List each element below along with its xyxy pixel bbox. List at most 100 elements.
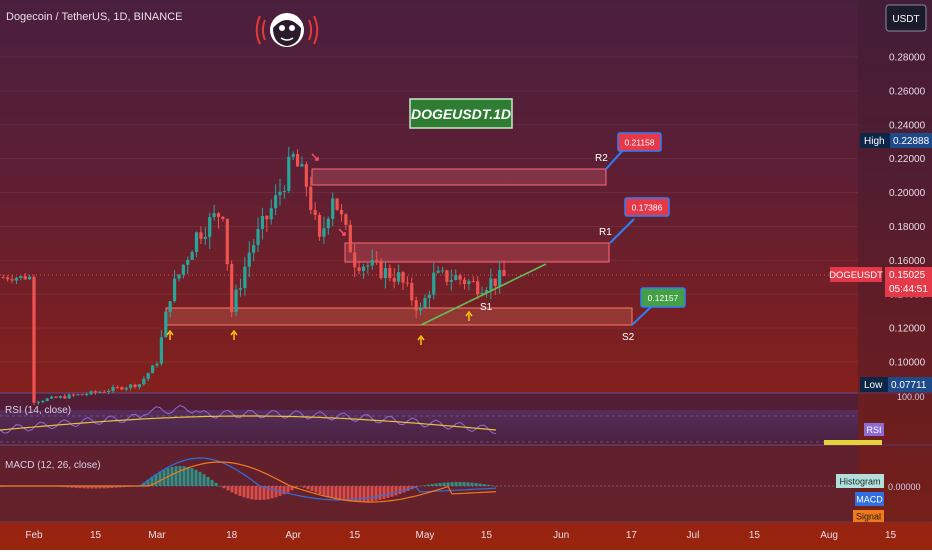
candle-body [410, 283, 414, 301]
candle-body [93, 391, 98, 393]
macd-histogram-bar [238, 486, 242, 496]
candle-body [36, 401, 40, 403]
macd-histogram-bar [342, 486, 346, 501]
r1-label: R1 [599, 227, 612, 238]
candle-body [331, 198, 335, 219]
candle-body [225, 218, 229, 265]
candle-body [427, 294, 431, 299]
r2-value-callout[interactable]: 0.21158 [617, 132, 662, 152]
candle-body [370, 259, 374, 266]
macd-histogram-bar [90, 486, 94, 489]
candle-body [186, 259, 190, 265]
macd-histogram-bar [246, 486, 250, 499]
time-tick-label: 15 [90, 530, 102, 541]
signal-tag: Signal [853, 510, 884, 522]
symbol-tag: DOGEUSDT [829, 270, 883, 281]
macd-histogram-bar [170, 466, 174, 486]
candle-body [423, 298, 427, 308]
r2-resistance-zone [311, 168, 607, 186]
candle-body [313, 209, 317, 215]
candle-body [322, 228, 326, 237]
support-trendline[interactable] [420, 263, 547, 326]
macd-histogram-bar [242, 486, 246, 498]
candle-body [256, 228, 260, 246]
s2-callout-connector [631, 305, 653, 326]
candle-body [6, 277, 10, 280]
candle-body [405, 282, 409, 284]
candle-body [287, 156, 291, 191]
price-tick-label: 0.12000 [889, 324, 926, 335]
candle-body [58, 396, 62, 398]
candle-body [269, 208, 273, 220]
candle-body [190, 252, 194, 260]
candle-body [243, 266, 247, 289]
macd-histogram-bar [326, 486, 330, 497]
candle-body [19, 276, 23, 278]
macd-histogram-bar [378, 486, 382, 500]
s2-value: 0.12157 [648, 293, 679, 303]
candle-body [353, 252, 357, 268]
macd-histogram-bar [70, 486, 74, 488]
candle-body [489, 278, 493, 291]
candle-body [252, 245, 256, 253]
macd-histogram-bar [318, 486, 322, 494]
candle-body [383, 268, 388, 279]
candle-body [89, 391, 93, 395]
candle-body [467, 281, 471, 285]
symbol-title: Dogecoin / TetherUS, 1D, BINANCE [6, 11, 182, 23]
low-marker: Low 0.07711 [860, 377, 932, 392]
candle-body [63, 396, 67, 399]
candle-body [54, 396, 58, 398]
bar-countdown: 05:44:51 [889, 284, 928, 295]
r2-value: 0.21158 [624, 138, 654, 148]
currency-button[interactable]: USDT [885, 4, 927, 32]
macd-histogram-bar [362, 486, 366, 502]
s2-value-callout[interactable]: 0.12157 [640, 287, 686, 308]
candle-body [159, 337, 163, 364]
macd-histogram-bar [474, 483, 478, 486]
macd-histogram-bar [398, 486, 402, 494]
candle-body [339, 209, 344, 215]
macd-histogram-bar [106, 486, 110, 489]
candle-body [357, 267, 361, 271]
time-tick-label: 18 [226, 530, 238, 541]
r1-value-callout[interactable]: 0.17386 [624, 197, 670, 217]
candle-body [221, 216, 225, 219]
candle-body [484, 290, 489, 293]
candle-body [388, 268, 392, 278]
macd-histogram-bar [190, 468, 194, 486]
candle-body [230, 264, 234, 313]
s2-label: S2 [622, 332, 635, 343]
candle-body [260, 215, 265, 229]
svg-text:RSI: RSI [866, 425, 881, 435]
candlestick-series [1, 146, 506, 406]
candle-body [295, 154, 300, 167]
rsi-tag: RSI [864, 423, 884, 436]
candle-body [181, 264, 185, 275]
candle-body [282, 190, 286, 192]
macd-histogram-bar [386, 486, 390, 498]
candle-body [98, 391, 102, 393]
macd-histogram-bar [422, 485, 426, 486]
candle-body [274, 195, 278, 209]
high-marker: High 0.22888 [860, 133, 932, 148]
macd-histogram-bar [210, 479, 214, 486]
candle-body [137, 384, 142, 388]
candle-body [291, 154, 295, 157]
svg-text:Histogram: Histogram [839, 477, 880, 487]
candle-body [107, 390, 111, 392]
candle-body [14, 277, 19, 281]
candle-body [115, 387, 120, 389]
low-label: Low [864, 380, 883, 391]
histogram-tag: Histogram [836, 474, 884, 488]
candle-body [445, 270, 449, 282]
time-tick-label: Jun [553, 530, 569, 541]
price-tick-label: 0.10000 [889, 358, 926, 369]
macd-histogram-bar [470, 482, 474, 486]
macd-histogram-bar [330, 486, 334, 498]
candle-body [432, 272, 436, 295]
macd-zero-value: 0.00000 [888, 482, 921, 492]
macd-title: MACD (12, 26, close) [5, 460, 101, 471]
candle-body [172, 278, 177, 302]
